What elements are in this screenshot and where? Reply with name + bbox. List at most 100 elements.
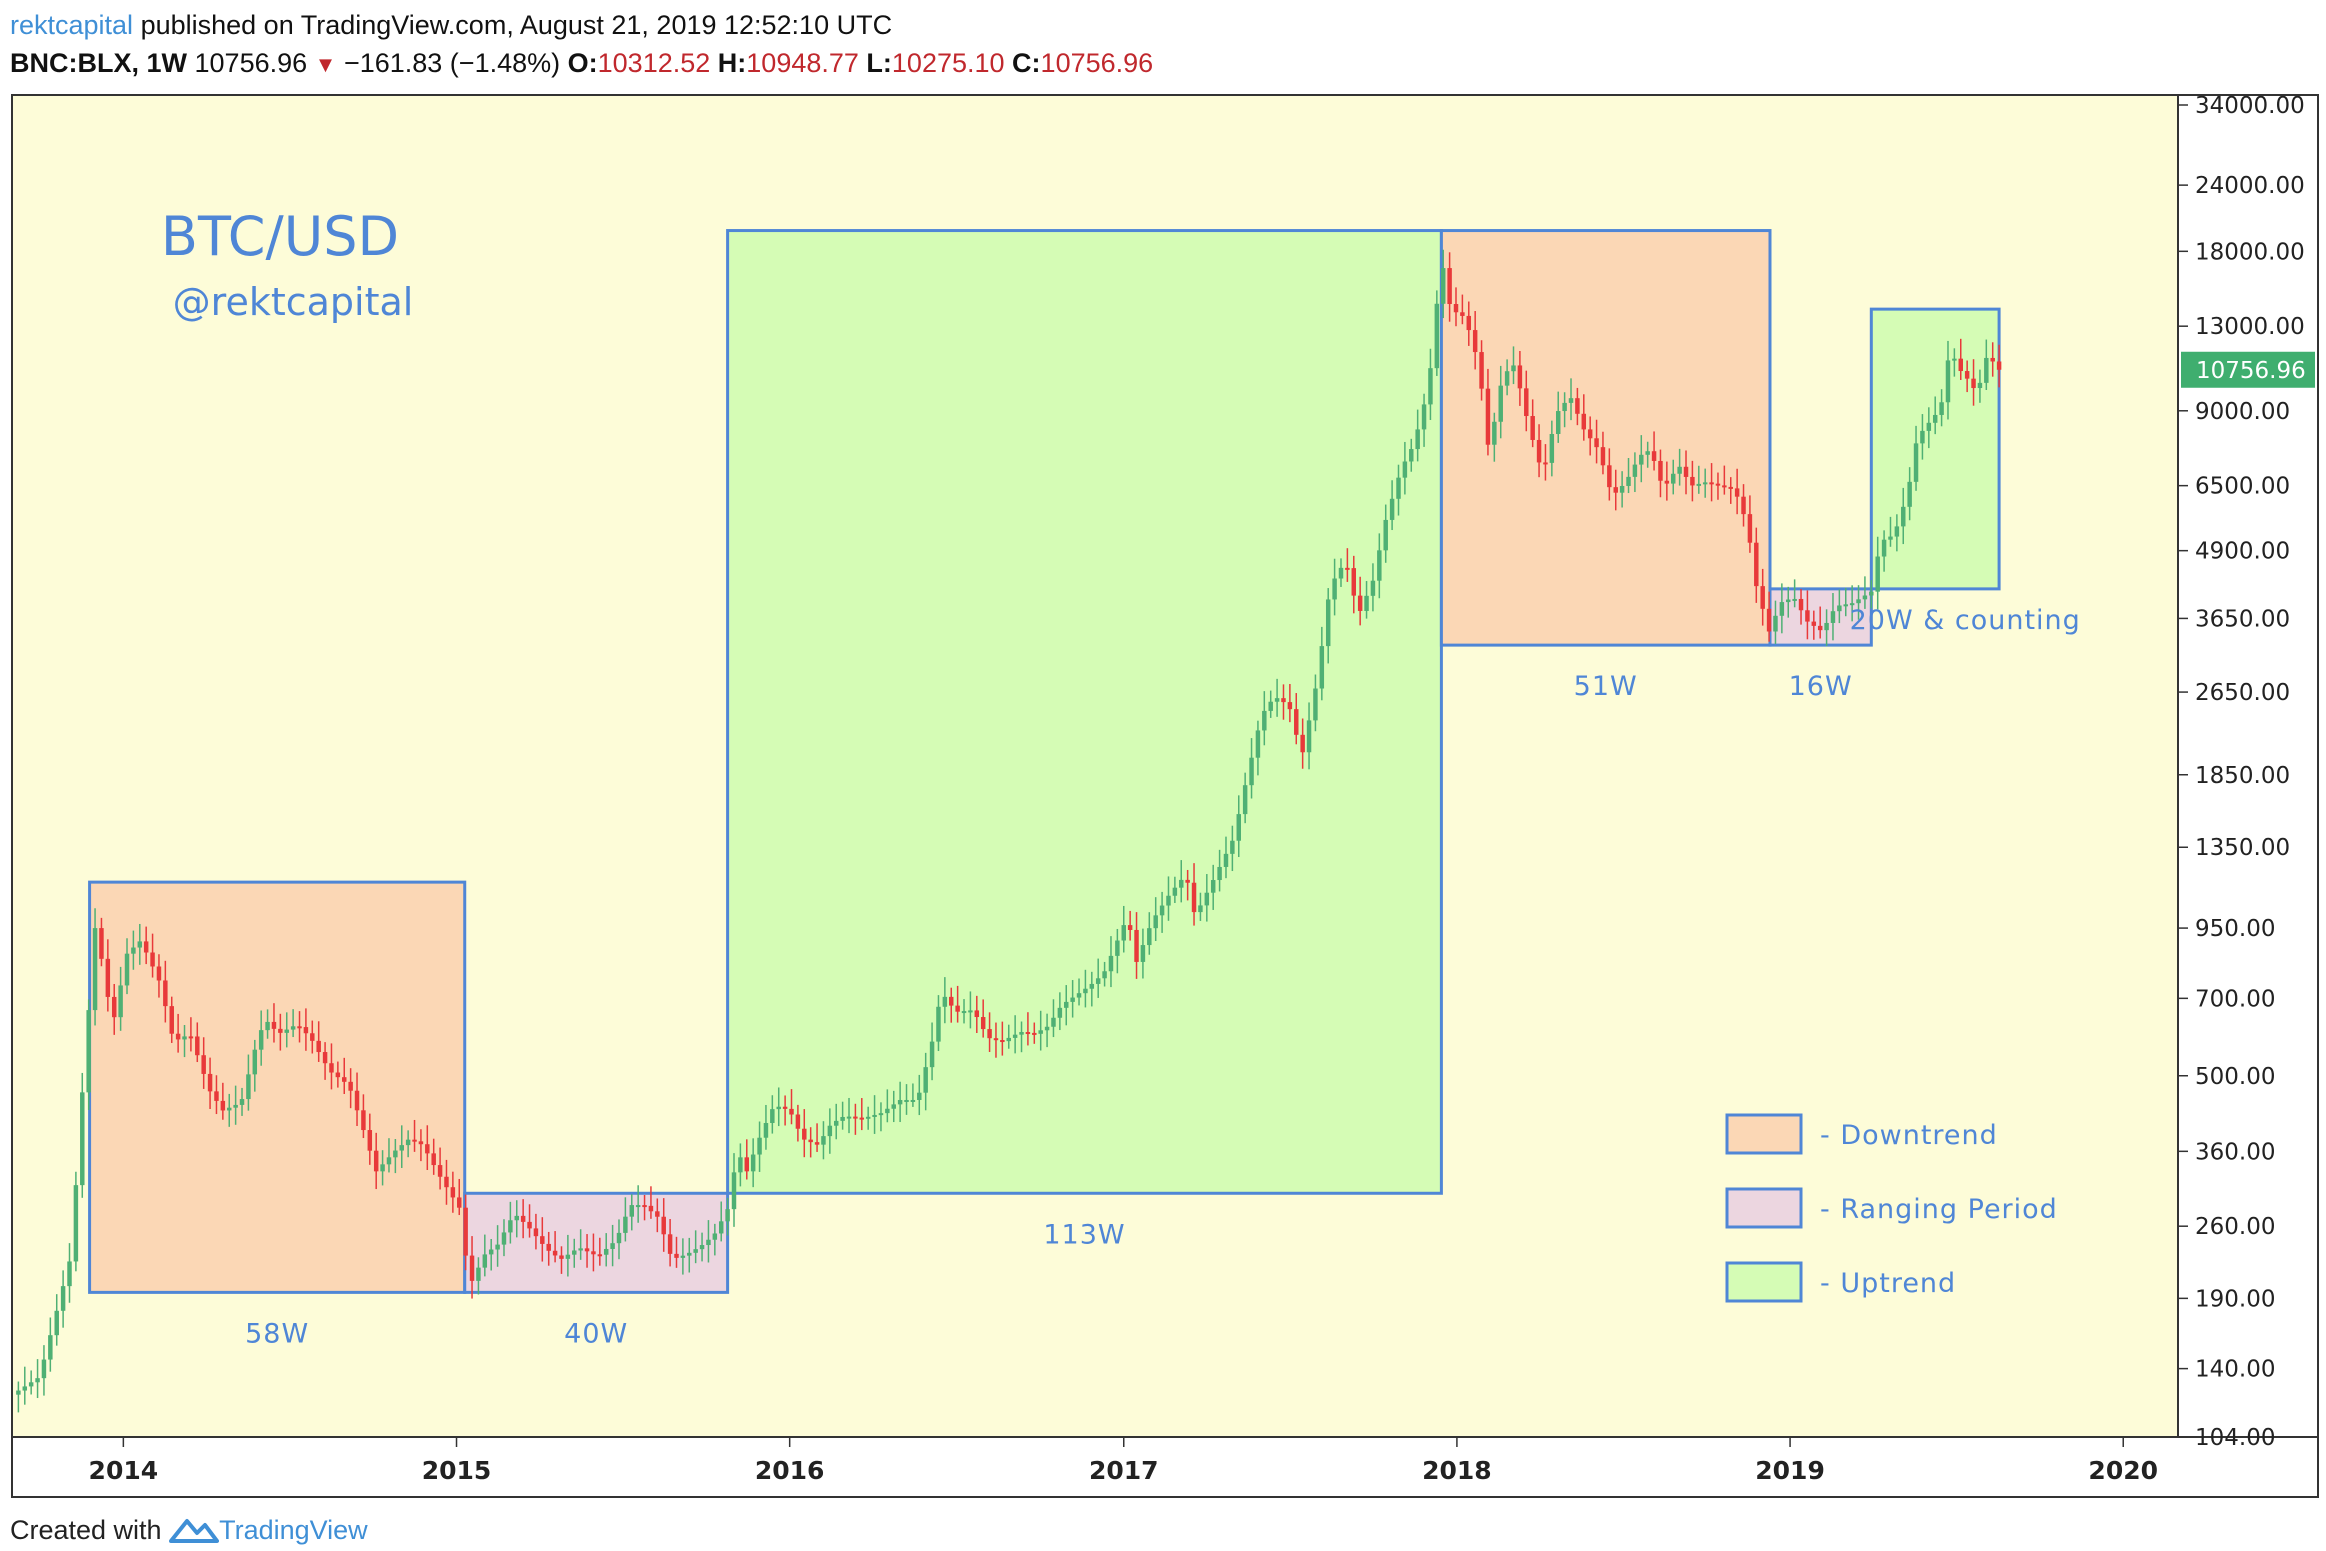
candle-body — [610, 1243, 615, 1249]
candle-body — [469, 1255, 475, 1281]
candle-body — [150, 952, 155, 967]
candle-body — [1677, 466, 1682, 474]
candle-body — [1773, 615, 1778, 632]
candle-body — [508, 1220, 513, 1233]
candle-body — [1006, 1037, 1011, 1042]
candle-body — [80, 1092, 85, 1186]
candle-body — [1172, 887, 1178, 896]
candle-body — [1952, 358, 1957, 361]
candle-body — [667, 1234, 673, 1254]
candle-body — [1364, 595, 1369, 611]
legend-swatch-ranging — [1725, 1187, 1803, 1229]
legend-label: - Downtrend — [1820, 1120, 1998, 1151]
candle-body — [118, 985, 123, 1018]
candle-body — [1658, 460, 1663, 481]
candle-body — [1051, 1017, 1056, 1027]
candle-body — [725, 1209, 730, 1222]
candle-body — [86, 1010, 91, 1093]
candle-body — [623, 1216, 628, 1233]
candle-body — [1862, 595, 1868, 600]
period-duration-label: 20W & counting — [1850, 605, 2081, 636]
candle-body — [1664, 480, 1670, 484]
open-label: O: — [567, 48, 598, 78]
candle-body — [1198, 905, 1203, 913]
current-price-label: 10756.96 — [2196, 358, 2306, 384]
candle-body — [1236, 814, 1241, 841]
candle-body — [827, 1125, 833, 1137]
candle-body — [1223, 853, 1229, 867]
candle-body — [1645, 451, 1650, 455]
tradingview-logo-icon — [169, 1519, 220, 1543]
candle-body — [1722, 485, 1727, 488]
candle-body — [1575, 398, 1580, 414]
candle-body — [853, 1116, 858, 1119]
candle-body — [386, 1157, 392, 1165]
legend-swatch-downtrend — [1725, 1113, 1803, 1155]
candle-body — [655, 1211, 660, 1217]
candle-body — [1351, 568, 1357, 596]
candle-body — [712, 1233, 718, 1240]
period-duration-label: 16W — [1789, 671, 1853, 702]
candle-body — [738, 1157, 743, 1173]
candle-body — [552, 1250, 558, 1256]
candle-body — [342, 1077, 347, 1082]
candle-body — [757, 1137, 762, 1155]
candle-body — [405, 1139, 411, 1146]
candle-body — [1671, 473, 1676, 484]
y-tick-label: 3650.00 — [2195, 606, 2290, 632]
candle-body — [1984, 357, 1989, 383]
candle-body — [316, 1040, 321, 1053]
author-link[interactable]: rektcapital — [10, 10, 134, 40]
candle-body — [1325, 599, 1331, 647]
tradingview-logo[interactable]: TradingView — [169, 1515, 368, 1545]
candle-body — [1926, 422, 1932, 431]
candle-body — [169, 1006, 174, 1034]
candle-body — [635, 1205, 641, 1208]
candle-body — [1626, 476, 1631, 486]
tradingview-brand: TradingView — [219, 1515, 368, 1545]
candle-body — [1421, 404, 1427, 430]
candle-body — [795, 1114, 801, 1129]
candle-body — [1025, 1032, 1031, 1035]
candle-body — [846, 1116, 852, 1119]
candle-body — [897, 1099, 903, 1105]
y-tick-label: 2650.00 — [2195, 680, 2290, 706]
candle-body — [1511, 365, 1516, 372]
candle-body — [1338, 567, 1344, 579]
candle-body — [35, 1378, 40, 1383]
candle-body — [227, 1107, 232, 1111]
candle-body — [674, 1253, 679, 1258]
candle-body — [910, 1099, 916, 1102]
candle-body — [1543, 462, 1548, 465]
y-tick-label: 700.00 — [2195, 986, 2275, 1012]
candle-body — [1262, 710, 1267, 731]
candle-body — [987, 1029, 992, 1039]
candle-body — [373, 1150, 379, 1172]
candle-body — [1786, 599, 1791, 603]
candle-body — [840, 1116, 845, 1121]
candle-body — [1683, 466, 1689, 477]
candle-body — [1153, 915, 1158, 929]
candle-body — [1134, 929, 1139, 962]
candle-body — [1728, 486, 1733, 489]
close-label: C: — [1012, 48, 1041, 78]
candle-body — [1460, 312, 1465, 316]
period-box-uptrend — [1869, 307, 2001, 591]
candle-body — [993, 1038, 999, 1041]
candle-body — [949, 996, 954, 1006]
candle-body — [584, 1248, 590, 1252]
candle-body — [1102, 971, 1107, 979]
candle-body — [1824, 622, 1829, 631]
period-box-ranging — [463, 1191, 730, 1294]
created-with-text: Created with — [10, 1515, 162, 1545]
candle-body — [693, 1249, 698, 1253]
candle-body — [1760, 586, 1765, 609]
period-duration-label: 113W — [1043, 1219, 1125, 1250]
candle-body — [1920, 430, 1925, 444]
candle-body — [1536, 439, 1542, 463]
close-value: 10756.96 — [1040, 48, 1154, 78]
candle-body — [501, 1232, 507, 1245]
candle-body — [1990, 357, 1995, 362]
